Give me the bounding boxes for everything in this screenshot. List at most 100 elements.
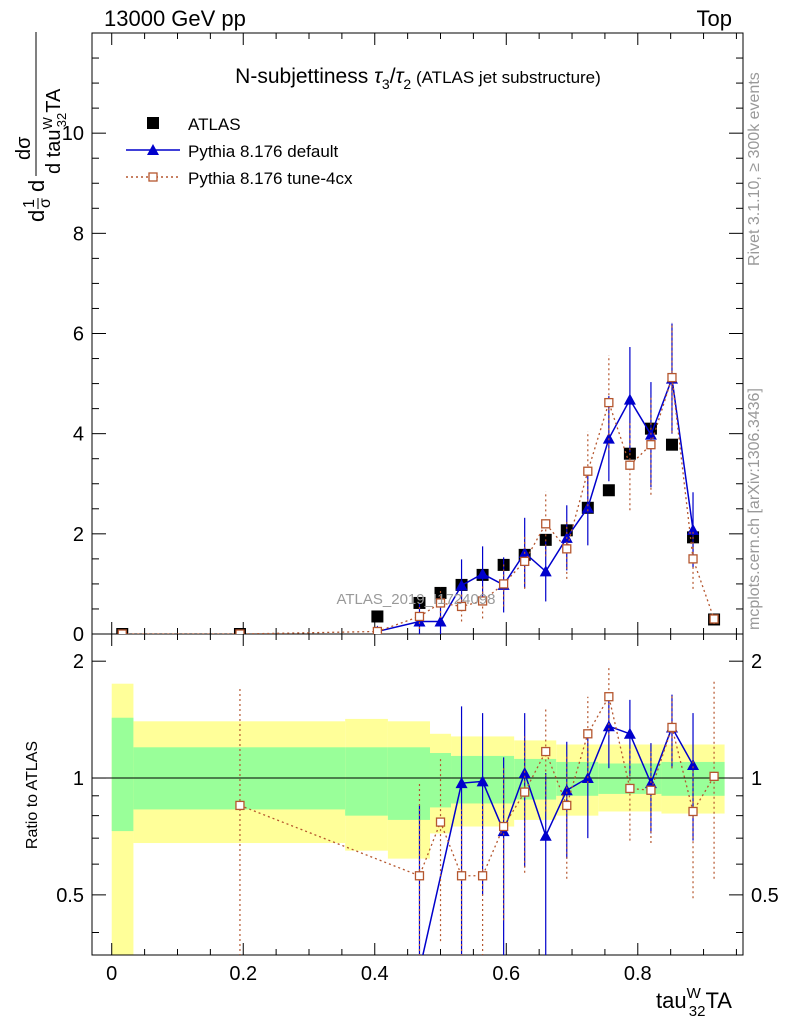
- ratio-y-tick-label-right-1: 1: [751, 768, 762, 790]
- ratio-y-tick-label-right-2: 2: [751, 651, 762, 673]
- main-point-2-13: [625, 460, 635, 470]
- ratio-uncertainty-bands: [111, 683, 725, 955]
- ratio-point-0-1: [455, 777, 468, 789]
- main-point-1-4: [476, 567, 489, 579]
- x-tick-label-0: 0: [106, 963, 117, 985]
- main-point-1-7: [539, 565, 552, 577]
- ratio-point-1-14: [688, 806, 698, 817]
- ratio-y-tick-label-left-0: 0.5: [56, 885, 84, 907]
- ratio-point-1-11: [625, 783, 635, 794]
- main-point-2-8: [520, 556, 530, 567]
- ratio-point-1-8: [562, 800, 572, 811]
- process-label: Top: [696, 6, 732, 31]
- legend-label-2: Pythia 8.176 tune-4cx: [188, 169, 353, 188]
- main-point-2-6: [477, 596, 488, 606]
- ratio-point-1-15: [709, 771, 719, 782]
- main-point-1-10: [602, 432, 615, 444]
- data-series: [116, 322, 721, 975]
- ratio-point-0-5: [539, 829, 552, 841]
- ratio-point-1-12: [646, 785, 656, 795]
- main-point-1-3: [455, 579, 468, 591]
- main-y-tick-label-5: 10: [62, 123, 84, 145]
- legend-marker-0: [147, 117, 159, 129]
- ratio-y-tick-label-left-2: 2: [73, 651, 84, 673]
- main-panel-marks: [116, 322, 721, 634]
- main-y-axis-label: d 1 σd dσ d tauW32TA: [13, 32, 69, 222]
- main-point-2-10: [562, 544, 572, 554]
- ratio-point-1-10: [604, 692, 614, 702]
- plot-title: N-subjettiness τ3/τ2 (ATLAS jet substruc…: [235, 65, 601, 92]
- ratio-point-0-6: [560, 784, 573, 796]
- legend: ATLAS Pythia 8.176 default Pythia 8.176 tu…: [126, 115, 353, 188]
- main-point-1-2: [434, 615, 447, 627]
- inner-band-2: [345, 747, 388, 816]
- ratio-y-tick-label-left-1: 1: [73, 768, 84, 790]
- x-tick-label-2: 0.4: [361, 963, 389, 985]
- ratio-point-1-5: [498, 821, 509, 832]
- main-y-tick-label-1: 2: [73, 524, 84, 546]
- ratio-point-0-9: [623, 727, 636, 739]
- x-tick-label-4: 0.8: [624, 963, 652, 985]
- ratio-point-0-0: [413, 964, 425, 975]
- main-point-2-2: [372, 626, 383, 634]
- main-point-0-2: [371, 610, 384, 623]
- main-point-0-12: [602, 484, 615, 497]
- main-point-0-15: [665, 438, 678, 451]
- main-point-1-11: [623, 393, 636, 405]
- main-y-tick-label-3: 6: [73, 324, 84, 346]
- ylabel-one: 1: [21, 199, 38, 208]
- main-point-2-3: [414, 611, 425, 622]
- ylabel-d2: d: [24, 180, 49, 192]
- main-point-0-3: [413, 596, 426, 609]
- legend-label-0: ATLAS: [188, 115, 241, 134]
- ratio-point-1-6: [520, 787, 530, 797]
- main-y-tick-label-0: 0: [73, 624, 84, 646]
- ratio-series-1: [235, 666, 719, 955]
- ylabel-sigma: σ: [37, 198, 54, 208]
- ratio-point-1-7: [541, 746, 551, 757]
- legend-label-1: Pythia 8.176 default: [188, 142, 339, 161]
- main-point-2-0: [117, 629, 127, 634]
- ratio-point-1-4: [477, 871, 488, 881]
- main-point-2-7: [498, 579, 509, 589]
- main-y-tick-label-2: 4: [73, 424, 84, 446]
- main-point-2-4: [435, 598, 446, 608]
- main-y-tick-label-4: 8: [73, 223, 84, 245]
- ratio-y-tick-label-right-0: 0.5: [751, 885, 779, 907]
- main-series-line-2: [122, 377, 715, 634]
- main-point-2-11: [583, 466, 593, 476]
- ratio-point-1-3: [456, 871, 467, 881]
- main-point-2-16: [688, 554, 698, 564]
- ratio-point-0-2: [476, 775, 489, 787]
- x-tick-label-1: 0.2: [229, 963, 257, 985]
- ratio-point-0-12: [687, 759, 700, 771]
- ratio-panel-marks: [235, 666, 719, 975]
- main-point-2-1: [235, 629, 245, 634]
- ylabel-denominator: d tauW32TA: [40, 88, 69, 174]
- main-point-2-5: [456, 601, 467, 612]
- inner-band-3: [387, 747, 430, 820]
- ylabel-dsigma: dσ: [13, 136, 35, 160]
- ratio-point-0-8: [602, 720, 615, 732]
- ylabel-d: d: [24, 210, 49, 222]
- ratio-frame: [91, 633, 744, 956]
- main-series-2: [117, 322, 719, 634]
- x-axis-label: tauW 32TA: [656, 985, 732, 1020]
- x-tick-label-3: 0.6: [492, 963, 520, 985]
- main-point-2-15: [667, 372, 677, 383]
- ratio-point-1-9: [583, 729, 593, 739]
- ratio-point-1-1: [414, 871, 425, 881]
- chart-labels: 0 0.2 0.4 0.6 0.8 0 2 4 6 8 10 0.5 0.5 1 1 2 2 ATLAS_2019…: [13, 32, 779, 1020]
- main-point-2-12: [604, 397, 614, 408]
- inner-band-0: [111, 717, 134, 832]
- ratio-point-1-2: [435, 817, 446, 827]
- main-point-1-9: [581, 501, 594, 513]
- ratio-y-axis-label: Ratio to ATLAS: [24, 741, 41, 849]
- axes-frame: [91, 32, 744, 956]
- collision-energy-label: 13000 GeV pp: [104, 6, 246, 31]
- legend-marker-1: [147, 144, 159, 155]
- ratio-point-1-0: [235, 800, 245, 811]
- ratio-series-0: [413, 692, 700, 975]
- legend-marker-2: [148, 172, 158, 182]
